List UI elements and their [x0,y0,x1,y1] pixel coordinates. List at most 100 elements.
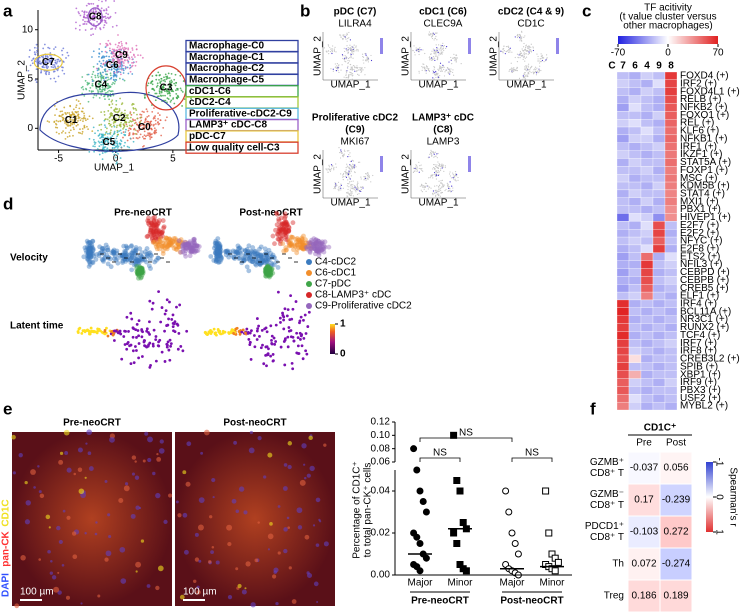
cell-dot [138,129,141,131]
stain-spot [24,519,31,525]
panel-letter: d [3,194,13,213]
stain-spot [296,507,303,514]
cell-dot [134,56,136,58]
cell-dot [333,169,335,171]
cell-dot [540,53,542,55]
velocity-dot [109,250,115,256]
heatmap-cell [640,354,654,363]
cell-dot [418,72,420,74]
cell-dot [119,97,121,100]
cell-dot [346,32,348,34]
cell-dot [433,66,436,69]
cell-dot [129,128,132,131]
cell-dot [345,61,347,63]
cell-dot [125,56,128,59]
cell-dot [175,81,178,84]
cell-dot [350,57,352,59]
y-tick-label: 0.10 [371,430,391,441]
cell-dot [155,92,158,95]
data-point [456,487,464,495]
cell-dot [100,62,103,65]
colorbar [380,156,383,172]
heatmap-cell [628,181,642,191]
cell-dot [437,56,439,58]
cell-dot [150,136,153,139]
latent-dot [305,352,309,356]
latent-dot [122,335,126,338]
cell-dot [114,63,117,66]
cell-dot [31,62,34,65]
cell-dot [525,65,527,67]
cell-dot [120,66,123,68]
data-point [462,567,470,575]
latent-dot [146,344,150,348]
heatmap-cell [628,307,642,316]
cell-dot [530,51,533,53]
cell-dot [108,120,111,122]
cell-dot [95,86,98,88]
cell-dot [113,153,116,156]
cell-dot [109,123,112,126]
cell-dot [91,82,94,85]
stain-spot [282,486,288,491]
cell-dot [155,86,158,88]
heatmap-cell [640,95,654,104]
cluster-label: C6 [106,60,119,71]
heatmap-cell [616,181,630,191]
heatmap-cell [640,315,654,324]
heatmap-cell [664,181,678,191]
cell-dot [523,36,525,38]
cell-dot [158,122,161,125]
cell-dot [452,172,454,174]
heatmap-cell [628,291,642,301]
cell-dot [68,112,71,114]
velocity-dot [160,229,166,235]
y-tick-label: 0.08 [371,443,391,454]
cell-dot [525,46,527,49]
cell-dot [125,128,127,131]
latent-dot [206,332,210,336]
cell-dot [418,161,420,164]
heatmap-cell [640,181,654,191]
cell-dot [148,135,151,138]
latent-dot [294,300,298,303]
cell-dot [75,21,77,24]
stain-spot [14,603,20,609]
latent-dot [173,322,176,326]
heatmap-cell [664,236,678,246]
stain-spot [84,476,87,479]
cell-dot [523,42,525,45]
cell-dot [438,171,440,173]
heatmap-cell [628,111,642,120]
cell-dot [343,35,345,38]
cell-dot [86,16,88,19]
cell-dot [442,46,444,48]
cell-dot [46,120,49,123]
cell-dot [150,123,153,126]
cell-dot [71,121,74,124]
cell-dot [367,61,369,63]
cell-dot [139,120,142,123]
cell-dot [441,44,443,47]
cell-dot [71,123,74,126]
cell-dot [435,155,437,157]
cell-dot [432,55,435,58]
cell-dot [62,66,64,69]
stain-spot [155,585,160,591]
cell-dot [92,96,95,99]
cell-dot [99,28,102,31]
cell-dot [443,75,446,77]
cell-dot [347,57,350,60]
velocity-dot [235,243,241,249]
heatmap-cell [664,378,678,387]
cell-dot [538,71,540,73]
stain-spot [277,551,281,555]
latent-dot [110,330,113,334]
cell-dot [137,54,139,57]
cell-dot [83,10,86,13]
stain-spot [77,467,83,473]
cell-dot [345,74,347,77]
x-tick-label: -5 [54,154,63,165]
cell-dot [150,127,152,130]
latent-dot [260,328,264,332]
